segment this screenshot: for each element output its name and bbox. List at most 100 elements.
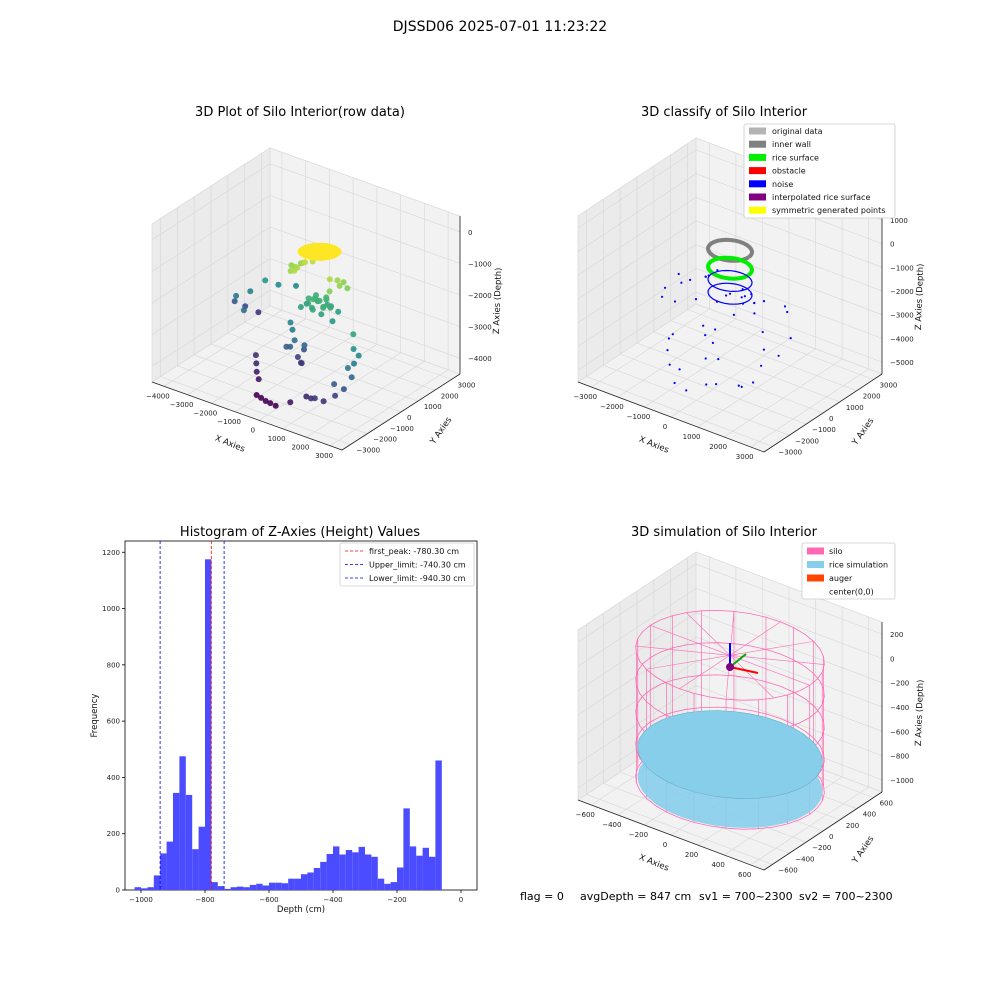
- sim-grid-y: [586, 624, 773, 865]
- hist-bar: [269, 882, 276, 890]
- cls-legend-swatch: [749, 180, 766, 188]
- hist-bar: [224, 888, 231, 890]
- raw-z-tick: −1000: [468, 260, 492, 268]
- sim-legend-swatch: [807, 574, 824, 582]
- hist-bar: [403, 808, 410, 890]
- cls-noise-point: [711, 341, 715, 344]
- raw-x-tick: 0: [251, 426, 255, 434]
- cls-x-label: X Axies: [637, 435, 670, 456]
- sim-x-tick: 400: [711, 861, 724, 869]
- cls-legend-label: noise: [772, 180, 793, 189]
- cls-legend-swatch: [749, 140, 766, 148]
- cls-noise-point: [667, 337, 671, 340]
- cls-y-tick: 0: [829, 415, 833, 423]
- raw-point: [302, 259, 308, 266]
- raw-grid-y: [261, 153, 452, 380]
- status-flag: flag = 0: [520, 890, 564, 903]
- raw-point: [247, 288, 254, 295]
- raw-point: [340, 386, 347, 393]
- cls-noise-point: [694, 298, 698, 301]
- cls-x-tick: 1000: [683, 433, 701, 441]
- raw-point: [344, 285, 351, 292]
- hist-y-tick-label: 1000: [102, 605, 120, 613]
- sim-z-tick: −800: [890, 753, 909, 761]
- cls-x-axis-line: [577, 381, 765, 453]
- raw-3d-plot: −4000−3000−2000−10000100020003000−3000−2…: [146, 147, 504, 460]
- sim-rice-surface: [637, 710, 823, 799]
- cls-noise-point: [673, 381, 676, 385]
- hist-bar: [166, 841, 173, 890]
- cls-noise-point: [717, 358, 720, 361]
- raw-point: [287, 343, 294, 350]
- cls-x-tick: 2000: [709, 443, 727, 451]
- sim-silo-roof-spoke: [679, 655, 731, 689]
- sim-silo-roof-spoke: [686, 612, 731, 656]
- raw-point: [252, 352, 259, 359]
- cls-legend-box: [743, 123, 896, 219]
- hist-x-tick-label: −1000: [129, 896, 153, 904]
- hist-legend-label: Lower_limit: -940.30 cm: [369, 574, 466, 583]
- raw-grid-z: [151, 258, 461, 335]
- raw-x-label: X Axies: [213, 434, 246, 455]
- raw-point: [310, 296, 316, 303]
- cls-noise-point: [789, 337, 792, 340]
- hist-bar: [435, 760, 442, 890]
- raw-point: [327, 304, 334, 311]
- raw-grid-z: [151, 226, 461, 304]
- cls-z-tick: −1000: [890, 264, 914, 272]
- cls-noise-point: [716, 269, 719, 272]
- raw-point: [253, 360, 260, 367]
- sim-grid-z: [577, 685, 883, 764]
- hist-bar: [173, 792, 180, 890]
- classify-3d-plot: −3000−2000−10000100020003000−3000−2000−1…: [573, 123, 926, 461]
- sim-y-tick: 200: [846, 822, 859, 830]
- cls-legend-swatch: [749, 153, 766, 161]
- raw-point: [336, 282, 343, 289]
- sim-grid-z: [577, 636, 883, 716]
- cls-noise-point: [761, 330, 764, 334]
- cls-noise-point: [777, 354, 780, 357]
- status-sv2: sv2 = 700~2300: [799, 890, 893, 903]
- raw-x-tick: 1000: [268, 435, 286, 443]
- raw-surface-cap: [297, 242, 342, 261]
- raw-point: [329, 318, 336, 325]
- cls-noise-point: [671, 333, 674, 336]
- cls-noise-point: [743, 295, 747, 298]
- hist-bar: [365, 854, 372, 890]
- sim-grid-x: [750, 617, 870, 866]
- raw-y-tick: 3000: [458, 381, 476, 389]
- hist-bar: [345, 850, 353, 890]
- hist-bar: [256, 883, 263, 890]
- cls-noise-point: [685, 389, 688, 392]
- cls-x-tick: 3000: [736, 453, 754, 461]
- cls-grid-x: [723, 193, 843, 438]
- histogram-plot: −1000 −800 −600 −400 −200 0 0 200 400 600 800 1000 1…: [90, 540, 478, 915]
- hist-bar: [134, 887, 141, 890]
- raw-y-tick: 2000: [441, 392, 459, 400]
- raw-point: [297, 304, 304, 310]
- cls-grid-y: [653, 165, 841, 403]
- raw-point: [323, 294, 330, 301]
- sim-y-tick: 400: [863, 811, 876, 819]
- raw-point: [334, 277, 341, 284]
- hist-bar: [371, 856, 378, 890]
- hist-bar: [288, 878, 295, 890]
- cls-z-tick: 0: [890, 241, 894, 249]
- hist-bar: [301, 874, 308, 890]
- hist-bar: [192, 849, 199, 890]
- raw-point: [298, 360, 305, 367]
- raw-point: [255, 376, 262, 383]
- raw-point: [258, 394, 265, 401]
- cls-noise-point: [725, 294, 728, 297]
- raw-grid-y: [160, 218, 351, 445]
- cls-legend-label: obstacle: [772, 167, 806, 176]
- raw-z-tick: 0: [468, 229, 472, 237]
- raw-grid-x: [187, 160, 306, 396]
- sim-legend-label: rice simulation: [829, 561, 888, 570]
- sim-silo-roof-spoke: [729, 621, 781, 656]
- cls-noise-point: [740, 296, 743, 299]
- sim-legend-label: center(0,0): [829, 588, 874, 597]
- raw-z-tick: −3000: [468, 324, 492, 332]
- classify-plot-title: 3D classify of Silo Interior: [641, 105, 808, 120]
- cls-noise-point: [704, 357, 707, 360]
